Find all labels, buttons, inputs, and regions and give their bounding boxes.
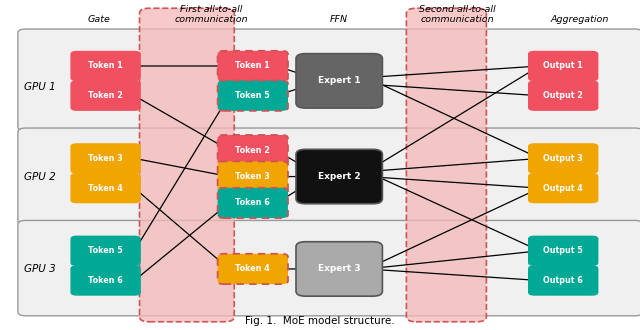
FancyBboxPatch shape [218,81,288,111]
Text: Output 1: Output 1 [543,61,583,71]
FancyBboxPatch shape [296,149,383,204]
FancyBboxPatch shape [218,161,288,192]
Text: Aggregation: Aggregation [550,15,609,24]
Text: GPU 1: GPU 1 [24,82,56,92]
Text: Expert 1: Expert 1 [318,76,360,85]
FancyBboxPatch shape [296,242,383,296]
Text: Token 2: Token 2 [236,146,270,155]
Text: Output 6: Output 6 [543,276,583,285]
FancyBboxPatch shape [140,8,234,322]
FancyBboxPatch shape [528,143,598,174]
FancyBboxPatch shape [218,254,288,284]
FancyBboxPatch shape [218,51,288,81]
Text: Token 5: Token 5 [88,246,123,255]
FancyBboxPatch shape [18,128,640,225]
Text: First all-to-all
communication: First all-to-all communication [174,5,248,24]
Text: Token 4: Token 4 [236,264,270,274]
FancyBboxPatch shape [70,51,141,81]
Text: Second all-to-all
communication: Second all-to-all communication [419,5,496,24]
Text: Token 3: Token 3 [88,154,123,163]
Text: GPU 3: GPU 3 [24,264,56,274]
Text: Fig. 1.  MoE model structure.: Fig. 1. MoE model structure. [245,316,395,326]
FancyBboxPatch shape [70,265,141,296]
Text: Gate: Gate [88,15,111,24]
FancyBboxPatch shape [528,265,598,296]
FancyBboxPatch shape [406,8,486,322]
Text: Token 3: Token 3 [236,172,270,181]
FancyBboxPatch shape [218,188,288,218]
FancyBboxPatch shape [18,220,640,316]
Text: Output 3: Output 3 [543,154,583,163]
FancyBboxPatch shape [528,51,598,81]
Text: Expert 2: Expert 2 [318,172,360,181]
FancyBboxPatch shape [528,173,598,203]
Text: Token 1: Token 1 [88,61,123,71]
Text: Output 2: Output 2 [543,91,583,100]
FancyBboxPatch shape [528,81,598,111]
FancyBboxPatch shape [528,236,598,266]
Text: Output 5: Output 5 [543,246,583,255]
Text: Token 2: Token 2 [88,91,123,100]
Text: GPU 2: GPU 2 [24,172,56,182]
FancyBboxPatch shape [218,135,288,165]
Text: FFN: FFN [330,15,348,24]
FancyBboxPatch shape [70,236,141,266]
FancyBboxPatch shape [70,173,141,203]
Text: Token 1: Token 1 [236,61,270,71]
FancyBboxPatch shape [70,81,141,111]
FancyBboxPatch shape [70,143,141,174]
FancyBboxPatch shape [18,29,640,131]
Text: Token 6: Token 6 [236,198,270,208]
Text: Token 6: Token 6 [88,276,123,285]
Text: Token 5: Token 5 [236,91,270,100]
Text: Output 4: Output 4 [543,183,583,193]
Text: Expert 3: Expert 3 [318,264,360,274]
FancyBboxPatch shape [296,53,383,108]
Text: Token 4: Token 4 [88,183,123,193]
